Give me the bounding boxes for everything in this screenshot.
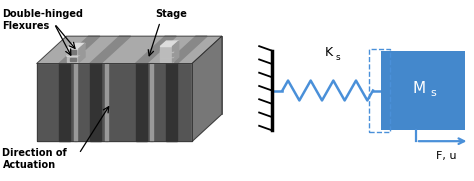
Polygon shape [192,36,222,141]
Polygon shape [59,36,100,63]
Polygon shape [90,63,101,141]
Polygon shape [66,43,85,49]
Polygon shape [150,63,153,141]
Polygon shape [59,63,70,141]
Text: K: K [325,46,333,59]
Polygon shape [173,41,179,52]
Polygon shape [79,43,85,55]
Text: M: M [413,81,426,96]
Polygon shape [160,47,179,52]
Polygon shape [74,63,77,141]
Polygon shape [160,52,179,57]
Polygon shape [90,36,131,63]
Polygon shape [160,52,173,57]
Polygon shape [70,58,76,61]
Polygon shape [173,52,179,62]
Polygon shape [136,36,176,63]
Polygon shape [79,51,85,62]
Polygon shape [66,51,85,56]
Polygon shape [70,50,76,54]
Polygon shape [66,49,79,55]
Text: Direction of
Actuation: Direction of Actuation [2,148,67,170]
Polygon shape [66,56,79,62]
Text: Stage: Stage [155,9,187,19]
Polygon shape [105,63,108,141]
Polygon shape [166,36,207,63]
Polygon shape [160,57,173,62]
Text: F, u: F, u [436,151,456,161]
Bar [381,51,465,130]
Polygon shape [136,63,146,141]
Polygon shape [160,41,179,47]
Polygon shape [173,47,179,57]
Text: Double-hinged
Flexures: Double-hinged Flexures [2,9,83,31]
Text: s: s [430,88,436,98]
Polygon shape [37,36,222,63]
Polygon shape [166,63,177,141]
Polygon shape [37,63,192,141]
Text: s: s [336,52,340,62]
Polygon shape [160,47,173,52]
Bar [370,49,391,132]
